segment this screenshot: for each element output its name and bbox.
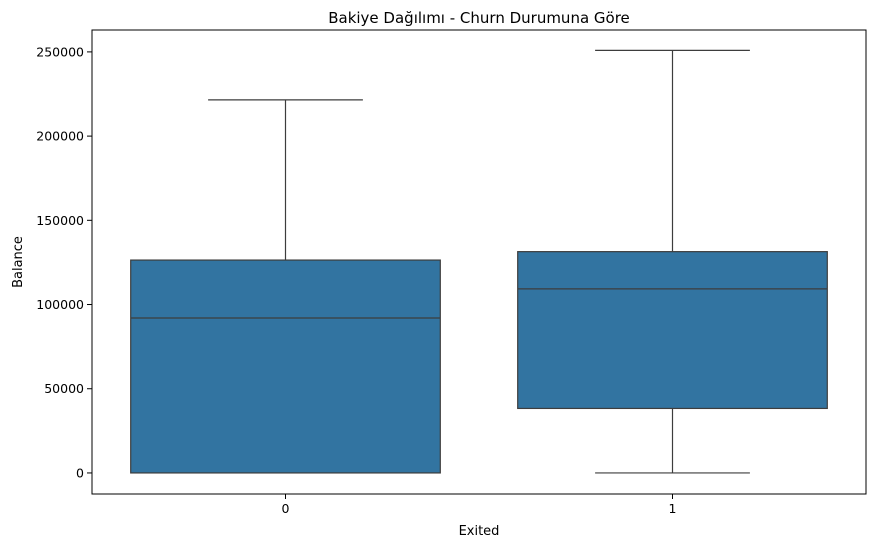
x-tick-label: 1	[669, 501, 677, 516]
y-tick-label: 250000	[36, 44, 84, 59]
box-iqr	[130, 259, 441, 474]
y-tick-label: 200000	[36, 129, 84, 144]
y-axis-label: Balance	[11, 236, 26, 288]
plot-area: 0 50000 100000 150000 200000 250000 0 1	[36, 44, 828, 516]
y-tick-label: 50000	[44, 381, 84, 396]
chart-title: Bakiye Dağılımı - Churn Durumuna Göre	[328, 9, 630, 27]
y-tick-label: 150000	[36, 213, 84, 228]
x-axis-label: Exited	[459, 524, 500, 539]
plot-frame	[91, 29, 867, 495]
y-tick-label: 100000	[36, 297, 84, 312]
y-tick-label: 0	[76, 465, 84, 480]
box-iqr	[517, 251, 828, 410]
x-tick-label: 0	[282, 501, 290, 516]
